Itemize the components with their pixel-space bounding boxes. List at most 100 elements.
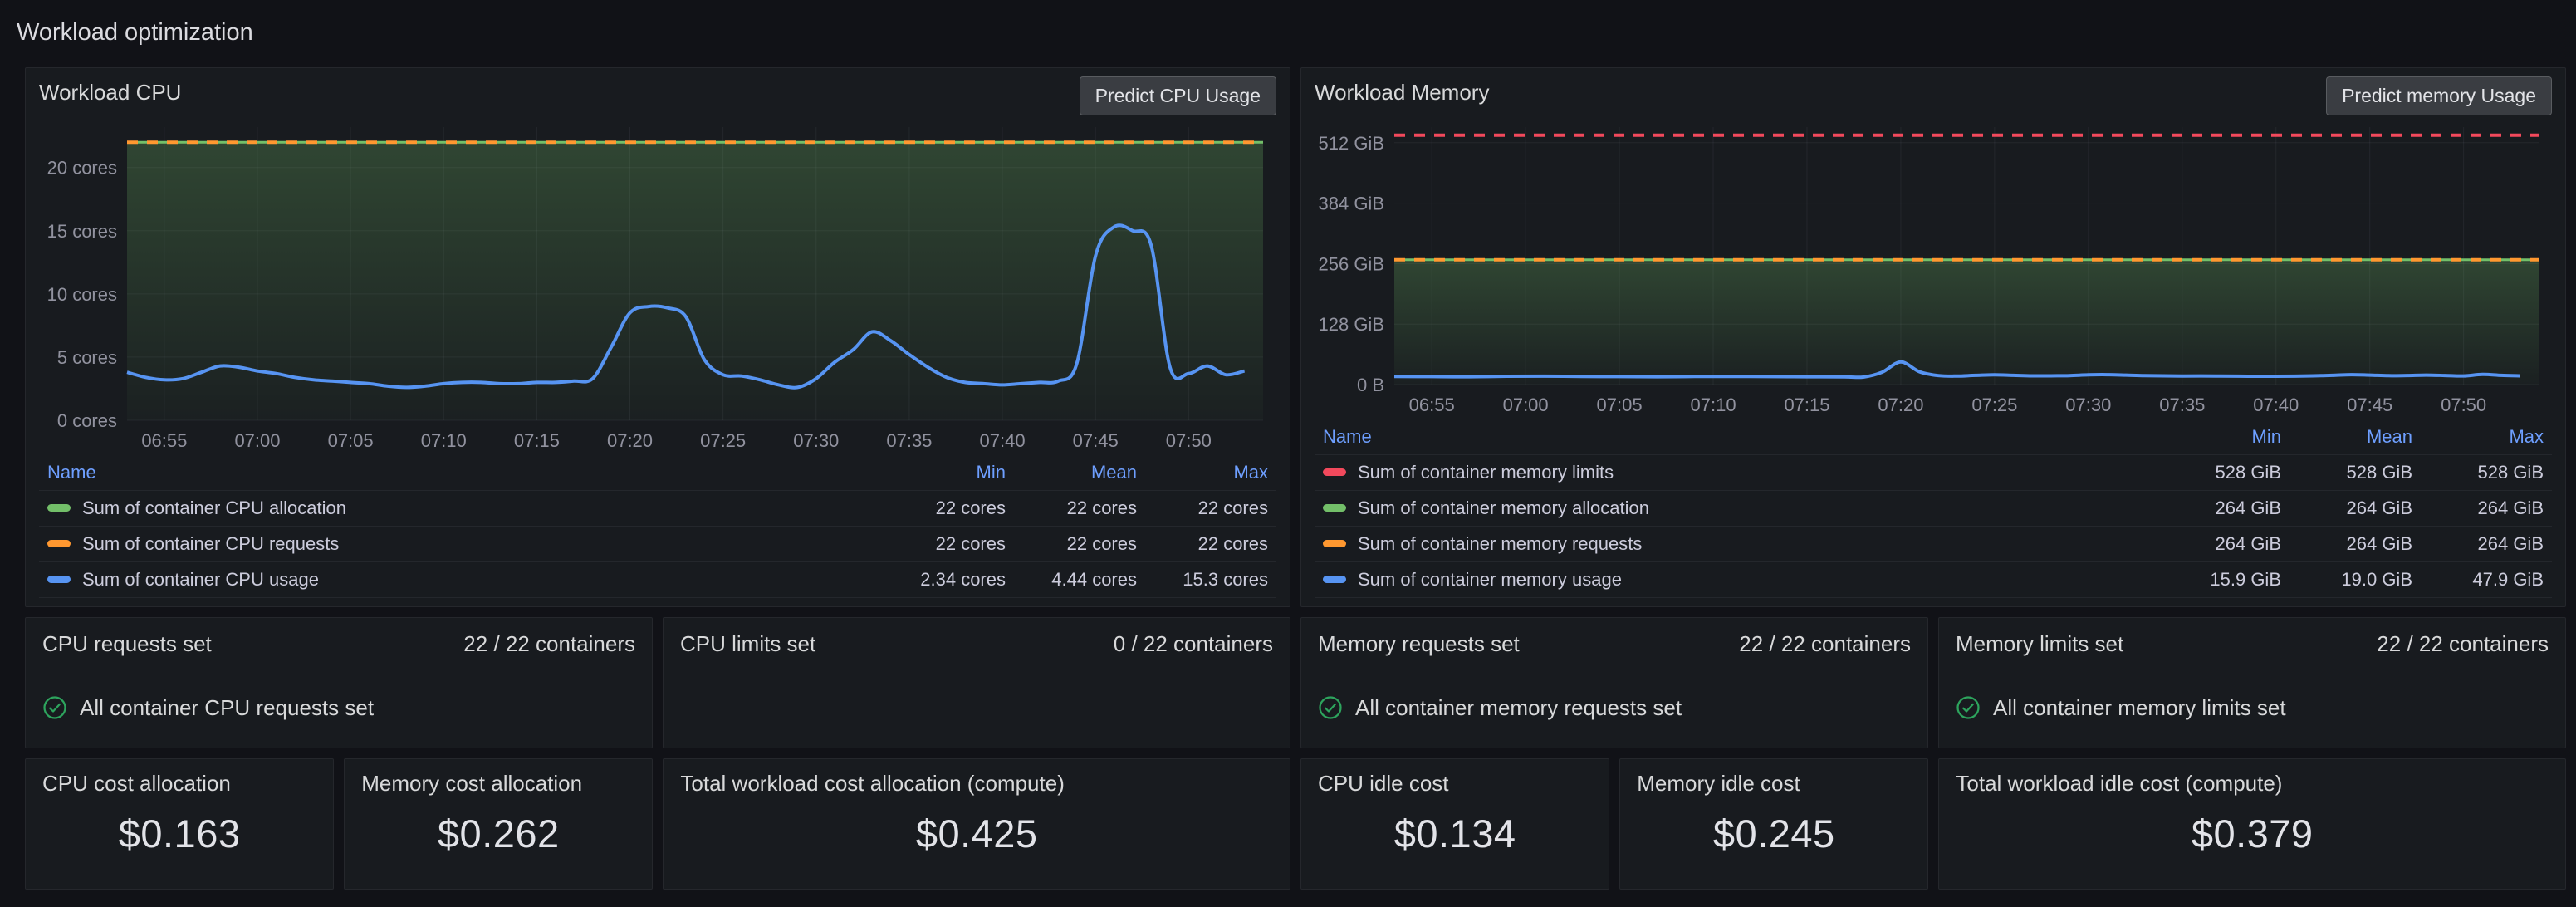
series-color-pill (47, 503, 71, 512)
status-title: Memory requests set (1318, 630, 1520, 656)
legend-row[interactable]: Sum of container memory limits 528 GiB 528… (1315, 454, 2552, 491)
legend-row[interactable]: Sum of container memory allocation 264 Gi… (1315, 490, 2552, 527)
legend-min-value: 22 cores (935, 532, 1006, 554)
page-title: Workload optimization (17, 19, 253, 46)
cpu-legend-table: Name Min Mean Max Sum of container CPU a… (39, 455, 1276, 598)
status-message-row: All container CPU requests set (42, 695, 635, 721)
status-title: Memory limits set (1956, 630, 2124, 656)
legend-min-value: 2.34 cores (920, 568, 1006, 590)
x-axis-label: 07:40 (980, 430, 1026, 451)
y-axis-label: 256 GiB (1319, 253, 1385, 274)
series-area-fill (1394, 259, 2539, 385)
panel-title: Workload Memory (1315, 79, 1490, 105)
check-circle-icon (43, 696, 66, 719)
series-name[interactable]: Sum of container memory limits (1358, 461, 1614, 483)
memory-requests-set-panel: Memory requests set 22 / 22 containers A… (1300, 616, 1928, 748)
legend-row[interactable]: Sum of container CPU allocation 22 cores 2… (39, 490, 1276, 527)
legend-min-value: 22 cores (935, 497, 1006, 518)
y-axis-label: 512 GiB (1319, 133, 1385, 154)
status-message: All container CPU requests set (80, 694, 375, 720)
legend-max-value: 22 cores (1197, 532, 1268, 554)
status-message: All container memory requests set (1355, 694, 1682, 720)
legend-mean-value: 264 GiB (2346, 497, 2413, 518)
x-axis-label: 07:25 (700, 430, 746, 451)
legend-header-row: Name Min Mean Max (39, 455, 1276, 491)
legend-header-min[interactable]: Min (976, 461, 1006, 483)
stat-value: $0.163 (118, 811, 241, 856)
memory-chart[interactable]: 06:55 07:00 07:05 07:10 07:15 07:20 07:25 07:30… (1315, 115, 2552, 419)
legend-row[interactable]: Sum of container CPU requests 22 cores 22 … (39, 526, 1276, 562)
stat-title: Total workload idle cost (compute) (1956, 770, 2283, 796)
series-line (126, 223, 1246, 390)
legend-header-min[interactable]: Min (2251, 425, 2281, 447)
stat-value: $0.245 (1712, 811, 1835, 856)
legend-header-mean[interactable]: Mean (1090, 461, 1137, 483)
memory-limits-set-panel: Memory limits set 22 / 22 containers All… (1938, 616, 2566, 748)
memory-legend-table: Name Min Mean Max Sum of container memor… (1315, 419, 2552, 598)
stat-value: $0.134 (1393, 811, 1516, 856)
x-axis-label: 07:45 (1073, 430, 1119, 451)
x-axis-label: 07:15 (514, 430, 560, 451)
y-axis-label: 10 cores (47, 284, 117, 305)
legend-header-mean[interactable]: Mean (2366, 425, 2412, 447)
legend-header-max[interactable]: Max (2509, 425, 2544, 447)
series-name[interactable]: Sum of container memory requests (1358, 532, 1643, 554)
series-name[interactable]: Sum of container memory allocation (1358, 497, 1649, 518)
total-workload-idle-cost-panel: Total workload idle cost (compute) $0.37… (1938, 757, 2566, 890)
status-count: 22 / 22 containers (463, 630, 635, 656)
legend-mean-value: 528 GiB (2346, 461, 2413, 483)
memory-cost-allocation-panel: Memory cost allocation $0.262 (344, 757, 654, 890)
memory-idle-cost-panel: Memory idle cost $0.245 (1619, 757, 1929, 890)
series-color-pill (1323, 575, 1346, 583)
workload-memory-panel: Workload Memory Predict memory Usage 06:… (1300, 66, 2566, 607)
legend-row[interactable]: Sum of container memory requests 264 GiB 2… (1315, 526, 2552, 562)
x-axis-label: 06:55 (1409, 395, 1455, 415)
stat-title: CPU cost allocation (42, 770, 231, 796)
x-axis-label: 07:20 (1878, 395, 1923, 415)
x-axis-label: 07:00 (1503, 395, 1549, 415)
series-name[interactable]: Sum of container CPU allocation (82, 497, 346, 518)
status-message-row: All container memory requests set (1318, 695, 1911, 721)
y-axis-label: 0 cores (57, 410, 117, 431)
y-axis-label: 0 B (1357, 375, 1384, 395)
series-name[interactable]: Sum of container memory usage (1358, 568, 1622, 590)
status-message: All container memory limits set (1993, 694, 2286, 720)
x-axis-label: 07:45 (2347, 395, 2392, 415)
stat-value: $0.262 (437, 811, 560, 856)
legend-min-value: 264 GiB (2215, 532, 2282, 554)
series-color-pill (1323, 503, 1346, 512)
legend-header-max[interactable]: Max (1233, 461, 1268, 483)
legend-row[interactable]: Sum of container CPU usage 2.34 cores 4.44… (39, 561, 1276, 598)
status-title: CPU requests set (42, 630, 212, 656)
series-color-pill (1323, 468, 1346, 476)
check-circle-icon (1956, 696, 1980, 719)
legend-header-name[interactable]: Name (47, 461, 96, 483)
series-name[interactable]: Sum of container CPU usage (82, 568, 319, 590)
panel-title: Workload CPU (39, 79, 182, 105)
legend-header-name[interactable]: Name (1323, 425, 1372, 447)
legend-max-value: 22 cores (1197, 497, 1268, 518)
y-axis-label: 15 cores (47, 221, 117, 242)
predict-memory-usage-button[interactable]: Predict memory Usage (2326, 76, 2552, 115)
y-axis-label: 5 cores (57, 347, 117, 368)
y-axis-label: 384 GiB (1319, 193, 1385, 213)
legend-mean-value: 264 GiB (2346, 532, 2413, 554)
legend-header-row: Name Min Mean Max (1315, 419, 2552, 455)
x-axis-label: 07:10 (1691, 395, 1736, 415)
legend-mean-value: 22 cores (1066, 497, 1137, 518)
status-title: CPU limits set (680, 630, 816, 656)
cpu-chart[interactable]: 06:55 07:00 07:05 07:10 07:15 07:20 07:25 07:30… (39, 115, 1276, 455)
x-axis-label: 07:25 (1971, 395, 2017, 415)
legend-mean-value: 4.44 cores (1051, 568, 1137, 590)
legend-min-value: 15.9 GiB (2210, 568, 2281, 590)
x-axis-label: 06:55 (141, 430, 187, 451)
cpu-limits-set-panel: CPU limits set 0 / 22 containers (663, 616, 1290, 748)
legend-row[interactable]: Sum of container memory usage 15.9 GiB 19.… (1315, 561, 2552, 598)
series-name[interactable]: Sum of container CPU requests (82, 532, 340, 554)
x-axis-label: 07:20 (607, 430, 653, 451)
legend-max-value: 47.9 GiB (2472, 568, 2544, 590)
cpu-requests-set-panel: CPU requests set 22 / 22 containers All … (25, 616, 653, 748)
legend-max-value: 528 GiB (2477, 461, 2544, 483)
predict-cpu-usage-button[interactable]: Predict CPU Usage (1079, 76, 1276, 115)
